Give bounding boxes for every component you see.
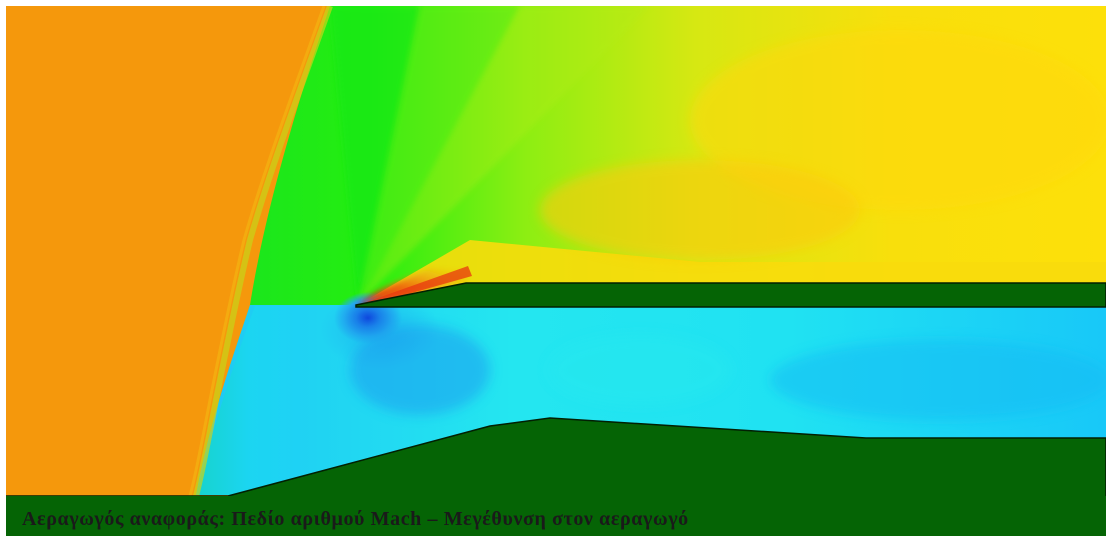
inlet-ramp (6, 417, 1106, 496)
inlet-cowl (355, 282, 1106, 308)
bow-shock (193, 6, 333, 496)
figure-caption: Αεραγωγός αναφοράς: Πεδίο αριθμού Mach –… (22, 508, 689, 530)
cowl-shear-band (358, 240, 1106, 305)
